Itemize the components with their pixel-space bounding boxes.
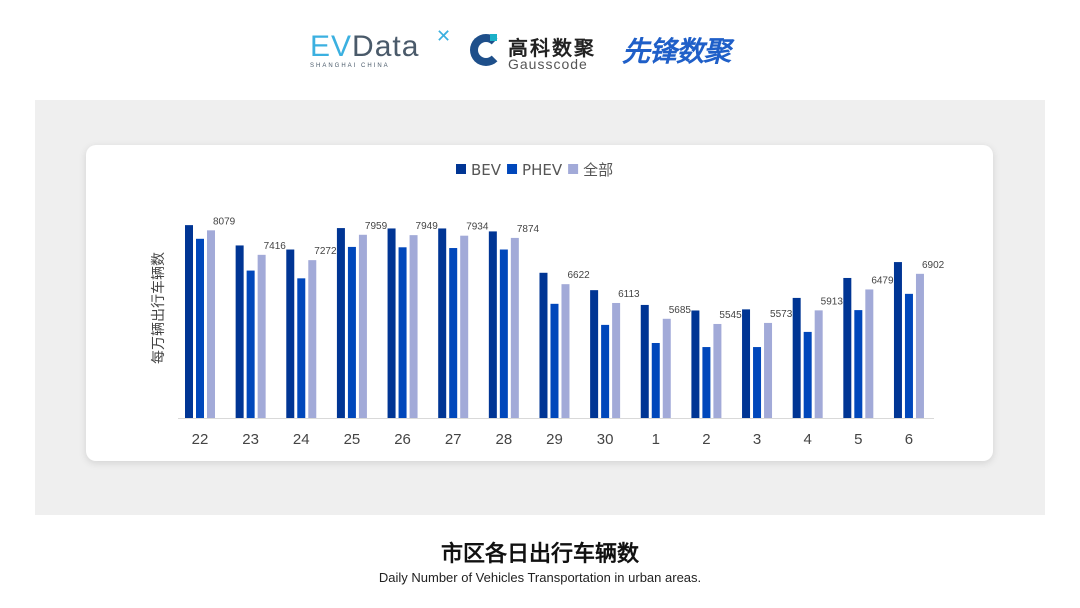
data-label-23: 7416 xyxy=(264,241,287,252)
bar-BEV-24 xyxy=(286,249,295,418)
bar-BEV-3 xyxy=(742,309,751,418)
data-label-2: 5545 xyxy=(719,310,742,321)
data-label-24: 7272 xyxy=(314,246,337,257)
bar-全部-4 xyxy=(814,310,823,418)
bar-PHEV-25 xyxy=(347,246,356,418)
bar-全部-26 xyxy=(409,235,418,418)
x-tick-label: 22 xyxy=(192,431,209,448)
bar-BEV-27 xyxy=(438,228,447,418)
data-label-22: 8079 xyxy=(213,216,236,227)
evdata-logo: EVData ✕ SHANGHAI CHINA xyxy=(310,26,452,69)
x-tick-label: 24 xyxy=(293,431,310,448)
bar-全部-6 xyxy=(915,273,924,418)
bar-PHEV-6 xyxy=(904,293,913,418)
data-label-30: 6113 xyxy=(618,289,640,300)
bar-PHEV-29 xyxy=(550,303,559,418)
legend-swatch-BEV xyxy=(456,164,466,174)
logo-bar: EVData ✕ SHANGHAI CHINA 高科数聚 Gausscode 先… xyxy=(0,24,1080,74)
bar-BEV-23 xyxy=(235,245,244,418)
x-tick-label: 27 xyxy=(445,431,462,448)
bar-BEV-22 xyxy=(185,225,193,418)
bar-BEV-25 xyxy=(336,228,345,418)
x-tick-label: 23 xyxy=(242,431,259,448)
bar-PHEV-30 xyxy=(601,324,610,418)
bar-全部-30 xyxy=(612,302,621,418)
bar-全部-22 xyxy=(207,230,215,418)
bar-PHEV-28 xyxy=(499,249,508,418)
xianfeng-logo: 先锋数聚 xyxy=(622,35,731,68)
bar-BEV-4 xyxy=(792,297,801,418)
bar-PHEV-22 xyxy=(196,238,204,418)
x-tick-label: 3 xyxy=(753,431,761,448)
data-label-25: 7959 xyxy=(365,221,388,232)
x-tick-label: 2 xyxy=(702,431,710,448)
legend-label-全部: 全部 xyxy=(583,161,613,179)
bar-BEV-26 xyxy=(387,228,396,418)
bar-PHEV-23 xyxy=(246,270,255,418)
gausscode-logo-en: Gausscode xyxy=(508,56,588,72)
bar-PHEV-5 xyxy=(854,310,863,418)
bar-PHEV-3 xyxy=(753,347,762,418)
bar-全部-1 xyxy=(662,318,671,418)
data-label-27: 7934 xyxy=(466,222,489,233)
data-label-5: 6479 xyxy=(871,275,894,286)
bar-PHEV-1 xyxy=(651,342,660,418)
legend-label-BEV: BEV xyxy=(471,161,502,179)
bar-全部-25 xyxy=(358,234,367,418)
bar-全部-5 xyxy=(865,289,874,418)
bar-BEV-6 xyxy=(893,262,902,418)
data-label-28: 7874 xyxy=(517,224,540,235)
data-label-3: 5573 xyxy=(770,309,793,320)
chart-caption-subtitle: Daily Number of Vehicles Transportation … xyxy=(378,570,702,585)
bar-全部-3 xyxy=(764,322,773,418)
legend-swatch-全部 xyxy=(568,164,579,174)
x-tick-label: 28 xyxy=(495,431,512,448)
bar-PHEV-4 xyxy=(803,331,812,418)
data-label-1: 5685 xyxy=(669,305,692,316)
bar-PHEV-24 xyxy=(297,278,306,418)
bar-PHEV-26 xyxy=(398,247,407,418)
bar-BEV-2 xyxy=(691,310,700,418)
bar-BEV-30 xyxy=(590,290,599,418)
bar-全部-27 xyxy=(460,235,469,418)
x-tick-label: 30 xyxy=(597,431,614,448)
bar-BEV-5 xyxy=(843,277,852,418)
bar-全部-24 xyxy=(308,260,317,418)
data-label-29: 6622 xyxy=(567,270,590,281)
bar-全部-2 xyxy=(713,323,722,418)
y-axis-title: 每万辆出行车辆数 xyxy=(150,252,167,364)
bar-BEV-1 xyxy=(640,304,649,418)
bar-PHEV-2 xyxy=(702,347,711,418)
x-tick-label: 6 xyxy=(905,431,913,448)
gausscode-logo-cn: 高科数聚 xyxy=(508,36,596,60)
x-tick-label: 26 xyxy=(394,431,411,448)
bar-BEV-29 xyxy=(539,272,548,418)
legend-swatch-PHEV xyxy=(507,164,518,174)
bar-全部-23 xyxy=(257,254,266,418)
evdata-logo-sub: SHANGHAI CHINA xyxy=(310,63,390,69)
bar-PHEV-27 xyxy=(449,248,458,418)
x-tick-label: 5 xyxy=(854,431,862,448)
data-label-6: 6902 xyxy=(922,260,945,271)
legend-label-PHEV: PHEV xyxy=(522,161,563,179)
chart-caption-title: 市区各日出行车辆数 xyxy=(440,542,639,567)
data-label-4: 5913 xyxy=(821,296,844,307)
x-tick-label: 1 xyxy=(652,431,660,448)
data-label-26: 7949 xyxy=(416,221,439,232)
x-tick-label: 29 xyxy=(546,431,563,448)
x-tick-label: 25 xyxy=(344,431,361,448)
bar-BEV-28 xyxy=(488,231,497,418)
x-tick-label: 4 xyxy=(804,431,812,448)
bar-全部-28 xyxy=(510,237,519,418)
bar-全部-29 xyxy=(561,284,570,418)
